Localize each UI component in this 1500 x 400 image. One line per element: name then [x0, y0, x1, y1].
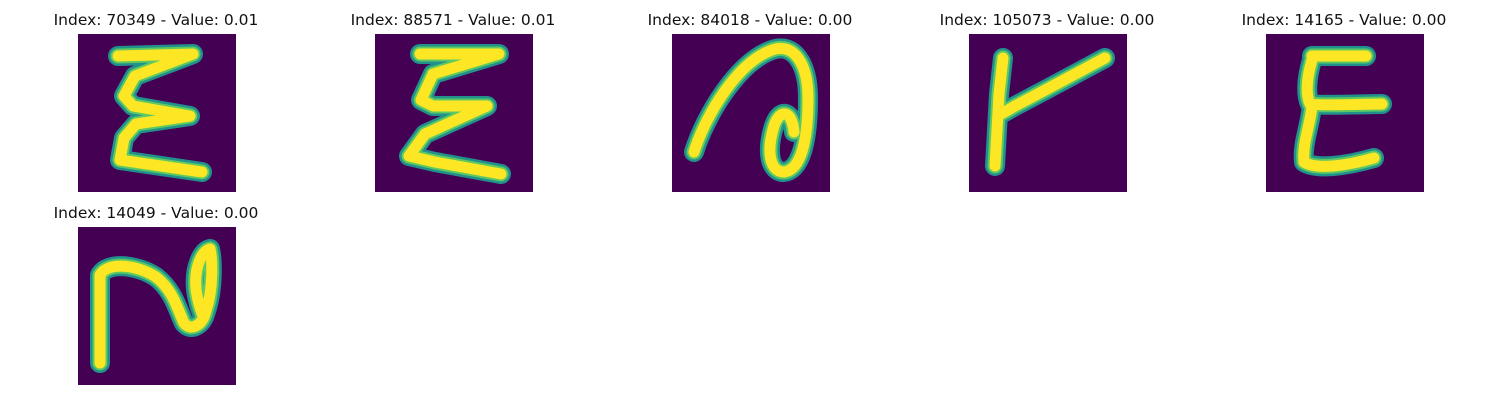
panel-2: Index: 84018 - Value: 0.00	[620, 0, 880, 192]
panel-caption: Index: 105073 - Value: 0.00	[939, 11, 1155, 29]
panel-1: Index: 88571 - Value: 0.01	[323, 0, 583, 192]
panel-caption: Index: 84018 - Value: 0.00	[647, 11, 853, 29]
panel-caption: Index: 14165 - Value: 0.00	[1241, 11, 1447, 29]
character-image	[969, 34, 1127, 192]
panel-5: Index: 14049 - Value: 0.00	[26, 193, 286, 385]
character-image	[1266, 34, 1424, 192]
panel-caption: Index: 14049 - Value: 0.00	[53, 204, 259, 222]
panel-caption: Index: 88571 - Value: 0.01	[350, 11, 556, 29]
character-image	[78, 227, 236, 385]
panel-4: Index: 14165 - Value: 0.00	[1214, 0, 1474, 192]
panel-0: Index: 70349 - Value: 0.01	[26, 0, 286, 192]
panel-caption: Index: 70349 - Value: 0.01	[53, 11, 259, 29]
character-image	[78, 34, 236, 192]
panel-3: Index: 105073 - Value: 0.00	[917, 0, 1177, 192]
character-image	[672, 34, 830, 192]
character-image	[375, 34, 533, 192]
